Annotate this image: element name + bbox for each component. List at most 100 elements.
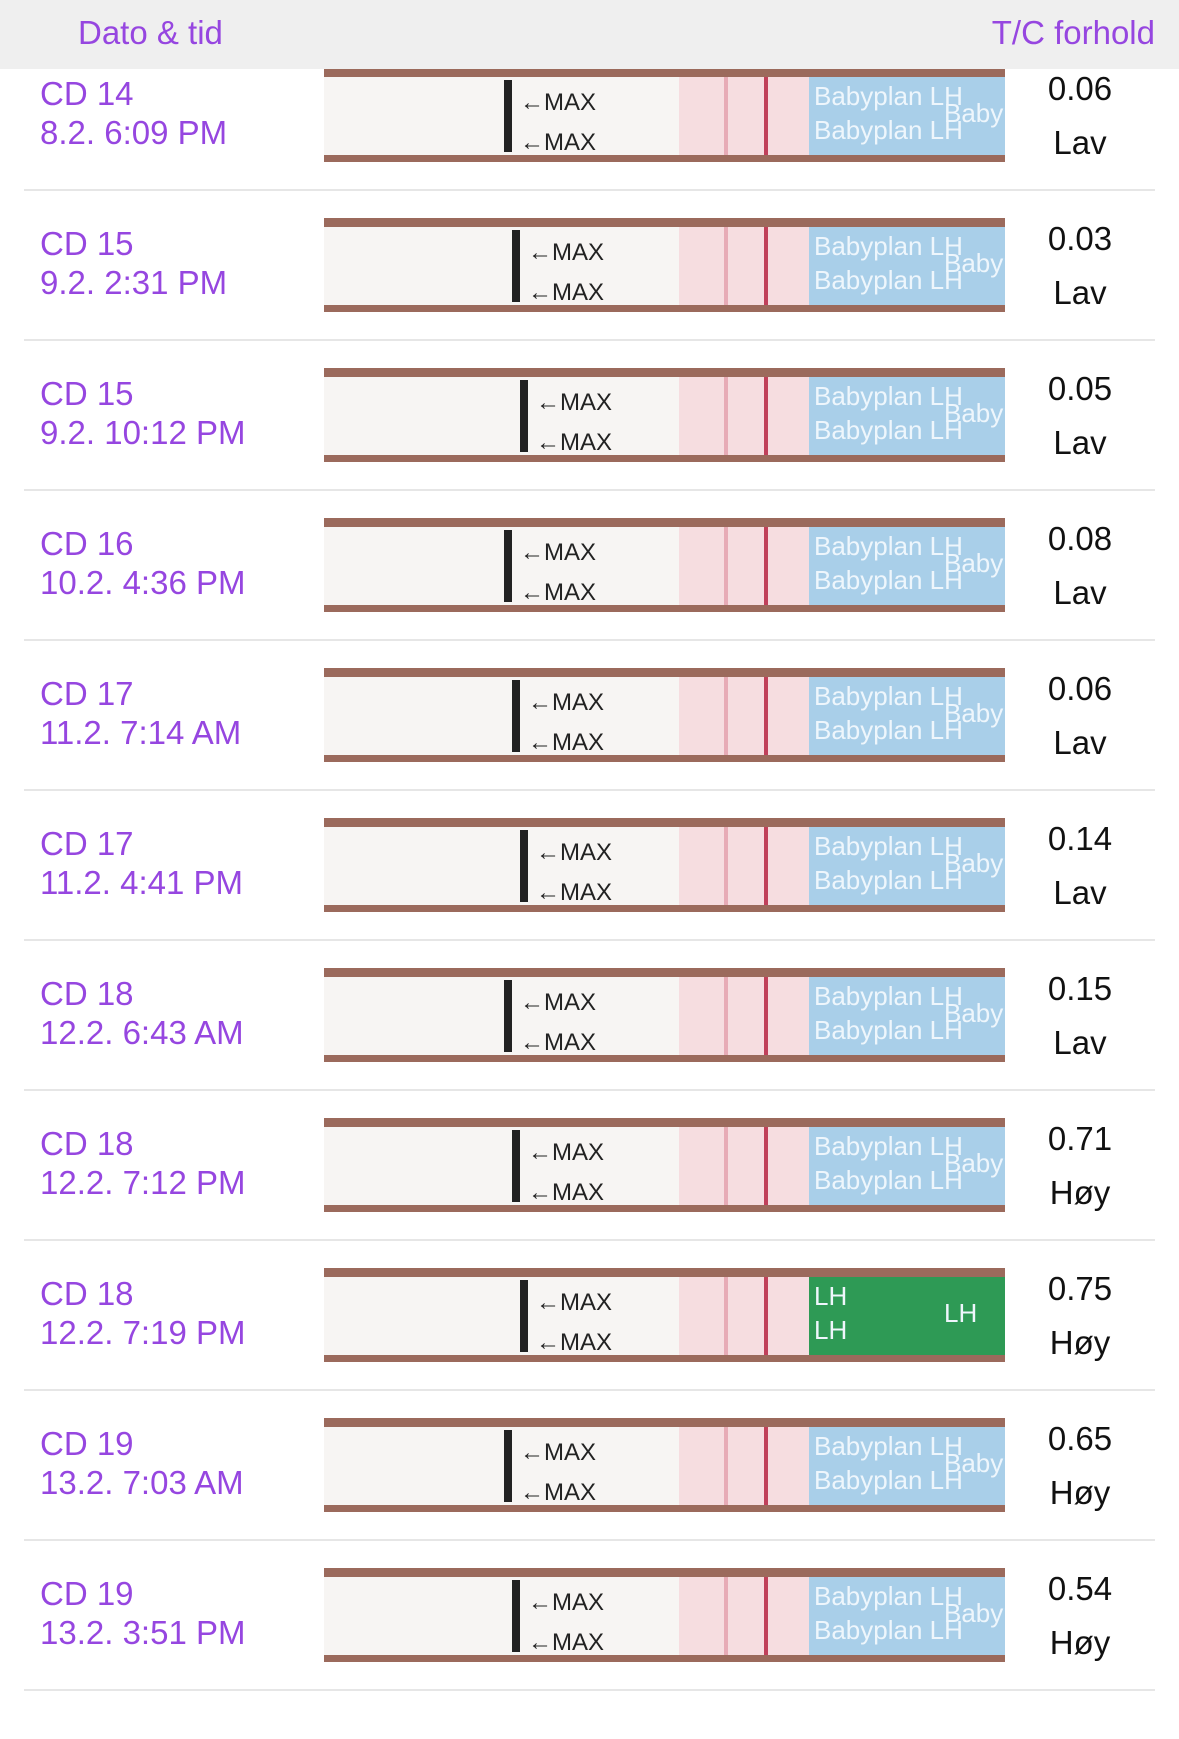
brand-label: Babyplan LH xyxy=(944,698,1005,728)
brand-label: Babyplan LH xyxy=(814,81,963,111)
result-window xyxy=(679,527,809,605)
wrapper xyxy=(809,1577,1005,1655)
control-line xyxy=(764,977,768,1055)
level: Lav xyxy=(1053,1024,1107,1061)
separator xyxy=(24,1239,1155,1241)
separator xyxy=(24,1539,1155,1541)
brand-label: Babyplan LH xyxy=(814,831,963,861)
result-window xyxy=(679,227,809,305)
max-label: ←MAX xyxy=(536,1289,612,1316)
max-label: ←MAX xyxy=(528,1589,604,1616)
level: Høy xyxy=(1049,1624,1111,1661)
result-window xyxy=(679,677,809,755)
max-bar xyxy=(504,80,512,152)
brand-label: Babyplan LH xyxy=(814,1015,963,1045)
wrapper xyxy=(809,377,1005,455)
test-line xyxy=(724,77,728,155)
test-line xyxy=(724,1277,728,1355)
tc-ratio: 0.71 xyxy=(1047,1120,1113,1157)
wrapper xyxy=(809,527,1005,605)
cycle-day: CD 18 xyxy=(40,975,134,1012)
date-time: 13.2. 3:51 PM xyxy=(40,1614,246,1651)
wrapper xyxy=(809,827,1005,905)
row: CD 19 13.2. 7:03 AM 0.65 Høy ←MAX ←MAX Babypla… xyxy=(0,1391,1179,1541)
tc-ratio: 0.54 xyxy=(1047,1570,1113,1607)
test-strip-photo: ←MAX ←MAX LH LH LH xyxy=(324,1268,1005,1362)
cycle-day: CD 14 xyxy=(40,75,134,112)
row: CD 18 12.2. 6:43 AM 0.15 Lav ←MAX ←MAX Babypla… xyxy=(0,941,1179,1091)
control-line xyxy=(764,77,768,155)
cycle-day: CD 19 xyxy=(40,1425,134,1462)
date-time: 12.2. 7:19 PM xyxy=(40,1314,246,1351)
brand-label: Babyplan LH xyxy=(944,1148,1005,1178)
max-label: ←MAX xyxy=(536,839,612,866)
cycle-day: CD 19 xyxy=(40,1575,134,1612)
date-time: 8.2. 6:09 PM xyxy=(40,114,228,151)
separator xyxy=(24,339,1155,341)
max-label: ←MAX xyxy=(536,1329,612,1356)
max-bar xyxy=(520,830,528,902)
result-window xyxy=(679,1277,809,1355)
max-label: ←MAX xyxy=(528,1629,604,1656)
control-line xyxy=(764,1127,768,1205)
result-window xyxy=(679,977,809,1055)
tc-ratio: 0.65 xyxy=(1047,1420,1113,1457)
brand-label: Babyplan LH xyxy=(944,848,1005,878)
separator xyxy=(24,939,1155,941)
row: CD 16 10.2. 4:36 PM 0.08 Lav ←MAX ←MAX Babypla… xyxy=(0,491,1179,641)
max-label: ←MAX xyxy=(536,879,612,906)
brand-label: LH xyxy=(814,1281,847,1311)
level: Høy xyxy=(1049,1474,1111,1511)
max-label: ←MAX xyxy=(520,1029,596,1056)
test-line xyxy=(724,1127,728,1205)
max-label: ←MAX xyxy=(520,1439,596,1466)
result-window xyxy=(679,827,809,905)
brand-label: Babyplan LH xyxy=(944,1448,1005,1478)
date-time: 12.2. 7:12 PM xyxy=(40,1164,246,1201)
brand-label: Babyplan LH xyxy=(944,248,1005,278)
max-bar xyxy=(504,980,512,1052)
brand-label: Babyplan LH xyxy=(944,398,1005,428)
header-left[interactable]: Dato & tid xyxy=(78,14,223,51)
separator xyxy=(24,1089,1155,1091)
cycle-day: CD 15 xyxy=(40,225,134,262)
level: Lav xyxy=(1053,724,1107,761)
wrapper xyxy=(809,1427,1005,1505)
date-time: 13.2. 7:03 AM xyxy=(40,1464,244,1501)
control-line xyxy=(764,227,768,305)
max-label: ←MAX xyxy=(520,989,596,1016)
brand-label: Babyplan LH xyxy=(944,998,1005,1028)
brand-label: Babyplan LH xyxy=(814,1131,963,1161)
max-label: ←MAX xyxy=(520,129,596,156)
control-line xyxy=(764,377,768,455)
max-label: ←MAX xyxy=(528,689,604,716)
level: Høy xyxy=(1049,1174,1111,1211)
date-time: 12.2. 6:43 AM xyxy=(40,1014,244,1051)
header-right[interactable]: T/C forhold xyxy=(991,14,1155,51)
date-time: 9.2. 10:12 PM xyxy=(40,414,246,451)
brand-label: Babyplan LH xyxy=(814,681,963,711)
level: Lav xyxy=(1053,874,1107,911)
brand-label: Babyplan LH xyxy=(944,548,1005,578)
brand-label: Babyplan LH xyxy=(814,231,963,261)
test-line xyxy=(724,827,728,905)
cycle-day: CD 18 xyxy=(40,1125,134,1162)
level: Lav xyxy=(1053,574,1107,611)
brand-label: Babyplan LH xyxy=(814,531,963,561)
brand-label: Babyplan LH xyxy=(814,865,963,895)
tc-ratio: 0.75 xyxy=(1047,1270,1113,1307)
test-line xyxy=(724,527,728,605)
wrapper xyxy=(809,1277,1005,1355)
separator xyxy=(24,639,1155,641)
level: Lav xyxy=(1053,274,1107,311)
max-label: ←MAX xyxy=(528,1139,604,1166)
